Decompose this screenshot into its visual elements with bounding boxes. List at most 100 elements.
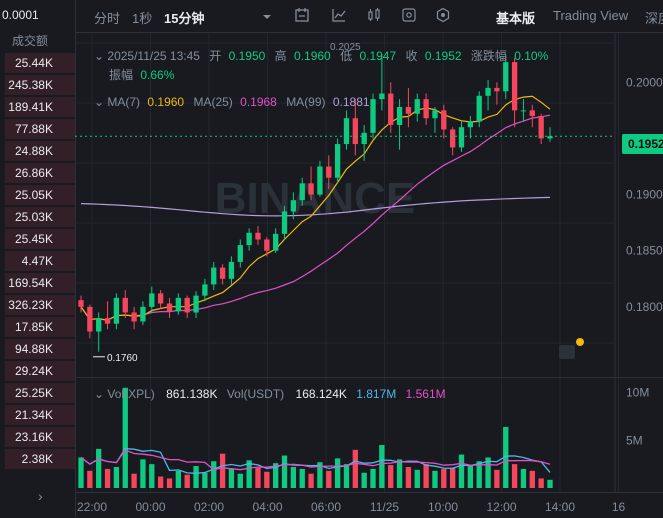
time-axis-label: 06:00 [311, 500, 341, 514]
indicator-icon[interactable] [294, 7, 310, 23]
volume-bar [432, 470, 438, 488]
volume-bar [414, 469, 420, 488]
volume-bar [405, 467, 412, 488]
turnover-value: 189.41K [8, 100, 53, 114]
candlestick-chart[interactable]: BINANCE0.20250.17600.20000.19000.18500.1… [75, 33, 663, 377]
volume-bar [343, 464, 350, 488]
turnover-value: 94.88K [14, 342, 53, 356]
tab-depth[interactable]: 深度 [645, 11, 663, 26]
volume-bar [547, 479, 553, 488]
row-depth-bar [5, 339, 75, 359]
candle-body [87, 306, 93, 332]
turnover-value: 24.88K [14, 144, 53, 158]
volume-bar [334, 458, 341, 488]
hexagon-icon[interactable] [435, 7, 451, 23]
ma25-line [80, 114, 551, 321]
row-depth-bar [5, 185, 75, 205]
volume-bar [352, 449, 358, 488]
turnover-row: 17.85K [0, 316, 75, 338]
tab-1s[interactable]: 1秒 [132, 11, 153, 26]
vol-ma1-value: 1.817M [356, 387, 397, 401]
chevron-down-icon[interactable] [259, 9, 275, 25]
candle-body [140, 306, 146, 322]
turnover-row: 29.24K [0, 360, 75, 382]
open-label: 开 [209, 49, 222, 63]
volume-bar [87, 470, 93, 488]
time-axis-label: 00:00 [135, 500, 165, 514]
volume-bar [520, 468, 527, 488]
time-axis-label: 04:00 [252, 500, 282, 514]
candle-body [228, 261, 235, 279]
candle-body [255, 232, 261, 240]
settings-icon[interactable] [401, 7, 417, 23]
volume-bar [441, 468, 447, 488]
amplitude-info: 振幅 0.66% [109, 66, 174, 83]
candle-body [246, 232, 252, 246]
time-axis-label: 11/25 [370, 500, 399, 514]
candle-body [450, 129, 456, 148]
close-label: 收 [405, 49, 418, 63]
volume-chart[interactable]: 10M 5M [75, 377, 663, 493]
candle-body [157, 293, 164, 304]
volume-bar [485, 457, 491, 488]
volume-bar [299, 468, 305, 488]
row-depth-bar [5, 207, 75, 227]
candle-body [547, 136, 553, 139]
candle-body [485, 87, 491, 96]
volume-bar [175, 470, 181, 488]
candle-body [396, 107, 403, 125]
candle-body [343, 118, 350, 145]
turnover-row: 26.86K [0, 162, 75, 184]
volume-bar [140, 459, 146, 488]
volume-bar [166, 478, 173, 488]
row-depth-bar [5, 427, 75, 447]
low-label: 低 [340, 49, 353, 63]
left-top-value: 0.0001 [2, 8, 39, 22]
row-depth-bar [5, 273, 75, 293]
volume-bar [538, 478, 544, 488]
time-axis-label: 10:00 [428, 500, 458, 514]
ohlc-info: ⌄ 2025/11/25 13:45 开 0.1950 高 0.1960 低 0… [94, 47, 548, 64]
volume-bar [202, 472, 208, 488]
volume-bar [326, 470, 332, 488]
candle-icon[interactable] [366, 7, 382, 23]
turnover-row: 189.41K [0, 96, 75, 118]
time-axis-label: 22:00 [77, 500, 107, 514]
time-axis-label: 02:00 [194, 500, 224, 514]
candle-body [352, 118, 358, 145]
change-value: 0.10% [514, 49, 549, 63]
tab-tradingview[interactable]: Trading View [553, 8, 629, 23]
turnover-value: 2.38K [21, 452, 53, 466]
collapse-icon-ma[interactable]: ⌄ [94, 95, 108, 109]
candle-body [326, 166, 332, 178]
vol-ma10-line [80, 449, 551, 471]
high-label: 高 [274, 49, 287, 63]
chevron-right-icon[interactable]: › [38, 488, 43, 504]
left-orderbook-panel: 0.0001 成交额 25.44K 245.38K 189.41K 77.88K 24.… [0, 0, 76, 517]
turnover-value: 25.05K [14, 188, 53, 202]
ma99-label: MA(99) [286, 95, 326, 109]
volume-bar [184, 474, 190, 488]
turnover-row: 21.34K [0, 404, 75, 426]
line-chart-icon[interactable] [331, 7, 347, 23]
candle-body [299, 183, 305, 201]
volume-axis-label: 5M [626, 433, 643, 447]
candle-body [122, 297, 128, 313]
row-depth-bar [5, 317, 75, 337]
collapse-icon-vol[interactable]: ⌄ [94, 387, 108, 401]
tab-15m[interactable]: 15分钟 [164, 11, 205, 26]
candle-body [317, 166, 323, 195]
candle-body [405, 107, 412, 114]
candle-body [520, 110, 527, 112]
candle-body [184, 297, 190, 313]
volume-bar [193, 466, 199, 488]
price-axis-label: 0.1900 [626, 188, 663, 202]
tab-time-sharing[interactable]: 分时 [94, 11, 121, 26]
tab-basic[interactable]: 基本版 [496, 11, 536, 26]
volume-bar [131, 473, 137, 488]
collapse-icon[interactable]: ⌄ [94, 49, 108, 63]
time-axis-label: 16 [612, 500, 626, 514]
turnover-value: 29.24K [14, 364, 53, 378]
current-price-tag: 0.1952 [622, 134, 663, 154]
volume-bar [237, 473, 243, 488]
